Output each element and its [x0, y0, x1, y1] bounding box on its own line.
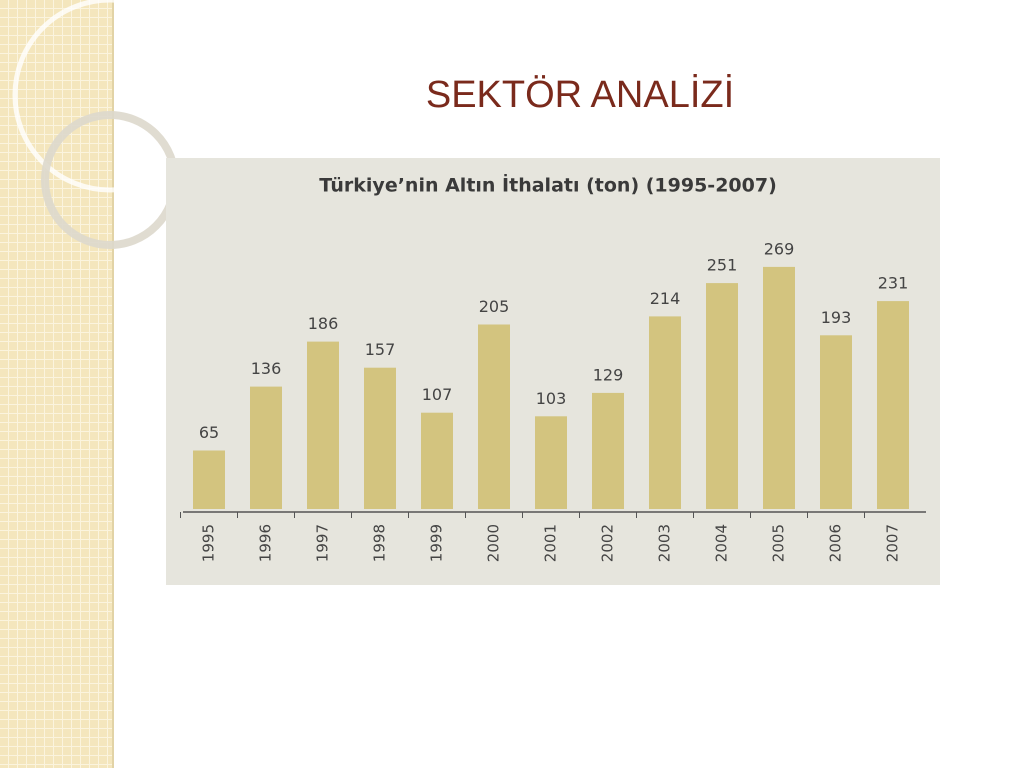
- x-tick-label: 1995: [200, 524, 218, 562]
- value-label: 214: [650, 289, 681, 308]
- plot: 65 1995 136 1996 186 1997 157 1998 107 1999 205 200…: [180, 239, 909, 562]
- x-tick-label: 1998: [371, 524, 389, 562]
- x-tick-label: 2005: [770, 524, 788, 562]
- x-tick-label: 2000: [485, 524, 503, 562]
- value-label: 251: [707, 256, 738, 275]
- bar: [535, 416, 567, 509]
- value-label: 269: [764, 239, 795, 258]
- x-tick-label: 2004: [713, 524, 731, 562]
- x-tick-label: 2006: [827, 524, 845, 562]
- value-label: 136: [251, 359, 282, 378]
- bar: [250, 386, 282, 509]
- x-tick-label: 2007: [884, 524, 902, 562]
- bar: [364, 367, 396, 509]
- bar: [649, 316, 681, 509]
- value-label: 107: [422, 385, 453, 404]
- bar: [877, 301, 909, 509]
- x-tick-label: 2001: [542, 524, 560, 562]
- value-label: 103: [536, 389, 567, 408]
- bar: [706, 283, 738, 509]
- bar: [820, 335, 852, 509]
- x-tick-label: 2003: [656, 524, 674, 562]
- bar: [421, 412, 453, 509]
- bar: [193, 450, 225, 509]
- chart-title: Türkiye’nin Altın İthalatı (ton) (1995-2…: [319, 173, 777, 197]
- x-tick-label: 1997: [314, 524, 332, 562]
- value-label: 193: [821, 308, 852, 327]
- x-tick-label: 1996: [257, 524, 275, 562]
- bar: [592, 392, 624, 509]
- bar: [307, 341, 339, 509]
- value-label: 205: [479, 297, 510, 316]
- x-tick-label: 1999: [428, 524, 446, 562]
- value-label: 157: [365, 340, 396, 359]
- x-tick-label: 2002: [599, 524, 617, 562]
- value-label: 129: [593, 365, 624, 384]
- value-label: 186: [308, 314, 339, 333]
- bar: [478, 324, 510, 509]
- value-label: 231: [878, 274, 909, 293]
- value-label: 65: [199, 423, 219, 442]
- decor-circle: [12, 0, 208, 193]
- bar: [763, 266, 795, 509]
- slide-title: SEKTÖR ANALİZİ: [426, 73, 734, 116]
